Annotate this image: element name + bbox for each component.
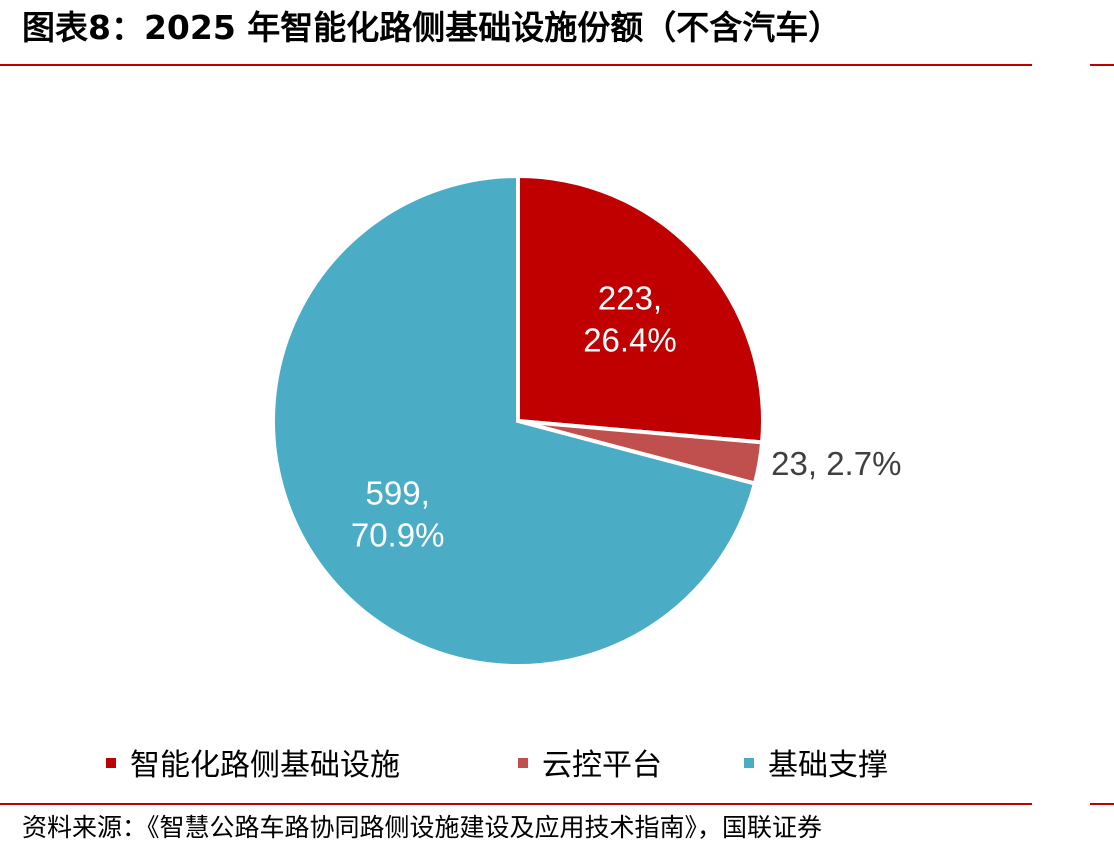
data-label-basic-support: 599, 70.9%	[351, 475, 445, 554]
bottom-divider	[0, 803, 1032, 805]
legend-swatch-smart-roadside	[106, 758, 116, 768]
legend-item-smart-roadside: 智能化路侧基础设施	[106, 742, 400, 790]
legend-label-basic-support: 基础支撑	[768, 748, 888, 783]
chart-legend: 智能化路侧基础设施 云控平台 基础支撑	[0, 742, 1114, 790]
data-label-smart-roadside: 223, 26.4%	[583, 279, 677, 358]
data-label-cloud-platform: 23, 2.7%	[771, 445, 901, 482]
source-note: 资料来源：《智慧公路车路协同路侧设施建设及应用技术指南》，国联证券	[22, 813, 823, 842]
legend-label-smart-roadside: 智能化路侧基础设施	[130, 748, 400, 783]
pie-slice-basic-support	[271, 173, 758, 668]
legend-swatch-cloud-platform	[518, 758, 528, 768]
top-divider	[0, 64, 1032, 66]
legend-item-basic-support: 基础支撑	[744, 742, 888, 790]
legend-label-cloud-platform: 云控平台	[542, 748, 662, 783]
top-divider-right	[1090, 64, 1114, 66]
bottom-divider-right	[1090, 803, 1114, 805]
legend-swatch-basic-support	[744, 758, 754, 768]
chart-title: 图表8：2025 年智能化路侧基础设施份额（不含汽车）	[22, 8, 842, 47]
pie-slice-smart-roadside	[516, 173, 765, 445]
legend-item-cloud-platform: 云控平台	[518, 742, 662, 790]
